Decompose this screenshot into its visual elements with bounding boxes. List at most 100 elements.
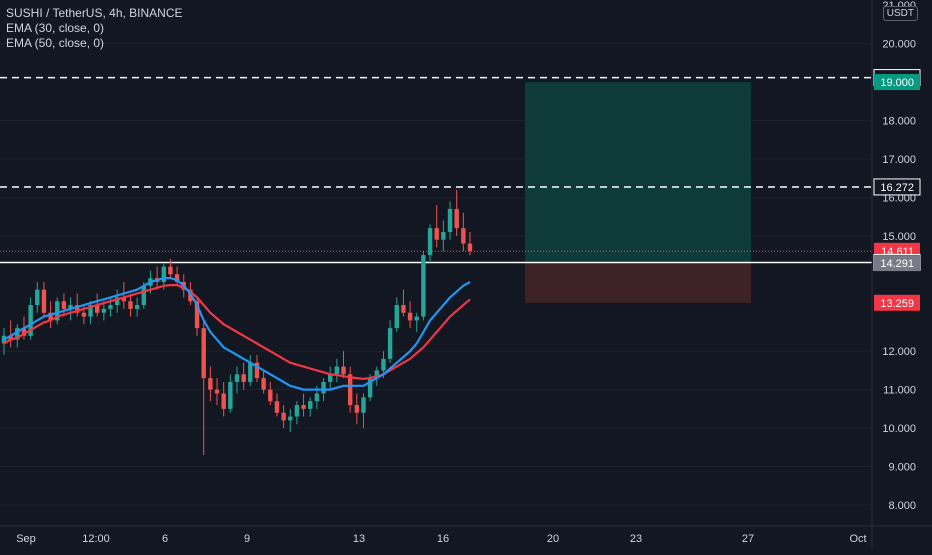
candle-body[interactable] (55, 301, 60, 321)
candle-body[interactable] (234, 374, 240, 382)
price-label-text: 14.291 (880, 258, 914, 270)
candle-body[interactable] (121, 297, 127, 302)
ema50-legend[interactable]: EMA (50, close, 0) (6, 36, 105, 50)
candle-body[interactable] (314, 393, 320, 402)
target-zone[interactable] (525, 82, 751, 264)
candle-body[interactable] (241, 374, 246, 382)
candle-body[interactable] (81, 312, 87, 317)
candle-body[interactable] (101, 308, 107, 313)
candle-body[interactable] (308, 401, 313, 409)
candle-body[interactable] (281, 412, 286, 421)
price-label-level-16272[interactable] (873, 178, 921, 196)
price-label-entry-14291[interactable] (874, 255, 920, 272)
price-tick-label: 8.000 (888, 500, 916, 512)
candle-body[interactable] (328, 374, 333, 382)
candle-body[interactable] (394, 305, 399, 329)
candle-body[interactable] (221, 393, 226, 409)
time-tick-label: 9 (244, 533, 250, 545)
ema50-line[interactable] (3, 284, 471, 381)
price-tick-label: 10.000 (882, 423, 916, 435)
candle-body[interactable] (467, 243, 473, 252)
candle-body[interactable] (194, 301, 200, 329)
price-label-stop-13259[interactable] (874, 294, 920, 311)
candle-body[interactable] (108, 305, 113, 309)
time-tick-label: 23 (630, 533, 642, 545)
candle-body[interactable] (374, 370, 379, 379)
candle-body[interactable] (114, 297, 120, 306)
candle-body[interactable] (414, 316, 419, 321)
time-tick-label: 16 (437, 533, 449, 545)
symbol-legend[interactable]: SUSHI / TetherUS, 4h, BINANCE (6, 6, 183, 20)
ema30-line[interactable] (3, 277, 471, 391)
candle-body[interactable] (361, 397, 366, 413)
candle-body[interactable] (28, 305, 33, 336)
candle-body[interactable] (288, 416, 293, 421)
candle-body[interactable] (41, 289, 47, 313)
candle-body[interactable] (95, 305, 100, 313)
time-tick-label: 13 (353, 533, 365, 545)
price-label-target-19000[interactable] (874, 74, 920, 91)
candle-body[interactable] (454, 208, 459, 229)
candle-body[interactable] (321, 381, 326, 394)
candle-body[interactable] (367, 378, 373, 398)
candle-body[interactable] (261, 378, 266, 390)
ema30-legend[interactable]: EMA (30, close, 0) (6, 21, 105, 35)
candle-body[interactable] (161, 266, 166, 282)
candle-body[interactable] (407, 312, 413, 321)
candle-body[interactable] (301, 405, 306, 409)
candle-body[interactable] (387, 328, 393, 359)
stop-zone[interactable] (525, 263, 751, 303)
candle-body[interactable] (447, 208, 453, 233)
candle-body[interactable] (68, 305, 73, 309)
candle-body[interactable] (128, 301, 133, 309)
candle-body[interactable] (254, 362, 260, 379)
candle-body[interactable] (434, 228, 439, 240)
candle-body[interactable] (141, 285, 146, 306)
price-tick-label: 12.000 (882, 346, 916, 358)
candle-body[interactable] (334, 366, 340, 375)
candle-body[interactable] (8, 335, 13, 340)
candle-body[interactable] (61, 301, 67, 309)
price-tick-label: 11.000 (883, 385, 916, 397)
candle-body[interactable] (347, 374, 353, 406)
candle-body[interactable] (35, 289, 40, 306)
currency-badge[interactable]: USDT (882, 6, 918, 21)
price-label-text: 19.000 (880, 77, 914, 89)
candle-body[interactable] (381, 358, 386, 371)
candle-body[interactable] (48, 312, 53, 321)
candle-body[interactable] (15, 328, 20, 340)
candle-body[interactable] (341, 366, 346, 375)
time-tick-label: 6 (162, 533, 168, 545)
candle-body[interactable] (274, 401, 280, 413)
candle-body[interactable] (427, 228, 433, 256)
candle-body[interactable] (228, 381, 233, 409)
candle-body[interactable] (208, 378, 213, 390)
candle-body[interactable] (461, 228, 466, 244)
price-tick-label: 9.000 (888, 462, 916, 474)
candle-body[interactable] (134, 305, 140, 309)
time-tick-label: Oct (849, 533, 866, 545)
candle-body[interactable] (441, 232, 446, 240)
price-tick-label: 20.000 (882, 39, 916, 51)
candle-body[interactable] (248, 362, 253, 382)
time-tick-label: 20 (547, 533, 559, 545)
candle-body[interactable] (214, 389, 220, 394)
candle-body[interactable] (88, 305, 93, 317)
time-tick-label: 12:00 (82, 533, 110, 545)
price-tick-label: 17.000 (882, 154, 916, 166)
candle-body[interactable] (354, 405, 360, 413)
candle-body[interactable] (294, 405, 300, 417)
candle-body[interactable] (75, 305, 80, 313)
price-label-text: 13.259 (880, 298, 914, 310)
candle-body[interactable] (201, 328, 206, 379)
candle-body[interactable] (168, 266, 173, 275)
candle-body[interactable] (401, 305, 406, 313)
time-tick-label: Sep (16, 533, 36, 545)
candle-body[interactable] (268, 389, 273, 402)
candle-body[interactable] (421, 255, 426, 317)
candle-body[interactable] (21, 328, 27, 336)
candle-body[interactable] (174, 274, 180, 282)
